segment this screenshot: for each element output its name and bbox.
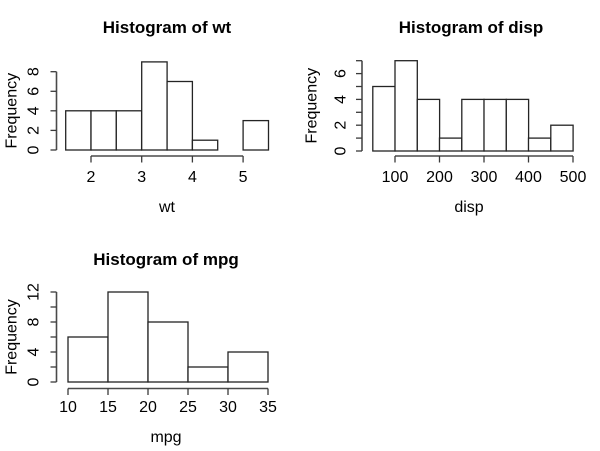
histogram-bar — [115, 110, 143, 151]
x-axis-label: disp — [454, 199, 483, 216]
x-tick-label: 35 — [259, 399, 277, 416]
x-tick-label: 200 — [426, 169, 453, 186]
histogram-bar — [65, 110, 92, 151]
x-tick-label: 400 — [515, 169, 542, 186]
histogram-bar — [191, 139, 219, 151]
y-tick-label: 12 — [26, 283, 43, 301]
x-tick-label: 25 — [179, 399, 197, 416]
histogram-panel-disp: 0 2 4 6 100 200 300 400 500 Histogram of disp disp… — [304, 18, 587, 216]
histogram-bar — [67, 336, 109, 383]
histogram-bar — [90, 110, 117, 151]
y-axis-label: Frequency — [4, 73, 21, 149]
histogram-bar — [416, 98, 441, 152]
x-tick-label: 500 — [560, 169, 587, 186]
histogram-bar — [242, 119, 270, 151]
histogram-bar — [166, 80, 194, 151]
x-tick-label: 20 — [139, 399, 157, 416]
y-tick-label: 0 — [333, 146, 350, 155]
x-tick-label: 100 — [382, 169, 409, 186]
y-tick-label: 6 — [26, 87, 43, 96]
histogram-bar — [461, 98, 485, 152]
y-axis-label: Frequency — [304, 68, 321, 144]
histogram-panel-wt: 0 2 4 6 8 2 3 4 5 Histogram of wt wt Frequency — [4, 18, 270, 216]
x-axis-label: mpg — [150, 429, 181, 446]
y-tick-label: 4 — [26, 106, 43, 115]
y-tick-label: 4 — [26, 347, 43, 356]
y-tick-label: 0 — [26, 145, 43, 154]
y-tick-label: 8 — [26, 317, 43, 326]
histogram-bar — [141, 61, 168, 151]
y-tick-label: 8 — [26, 67, 43, 76]
y-tick-label: 2 — [26, 126, 43, 135]
panel-title: Histogram of mpg — [93, 250, 238, 269]
histogram-bar — [483, 98, 507, 152]
y-tick-label: 0 — [26, 377, 43, 386]
x-tick-label: 10 — [59, 399, 77, 416]
histogram-bar — [227, 351, 269, 383]
histogram-bar — [550, 124, 574, 152]
histogram-panel-mpg: 0 4 8 12 10 15 20 25 30 35 Histogram of mpg mpg Freq… — [4, 250, 278, 446]
y-tick-label: 2 — [333, 121, 350, 130]
panel-title: Histogram of disp — [399, 18, 544, 37]
x-axis-label: wt — [158, 199, 176, 216]
panel-title: Histogram of wt — [103, 18, 232, 37]
y-axis-label: Frequency — [4, 299, 21, 375]
x-tick-label: 30 — [219, 399, 237, 416]
histogram-bar — [147, 321, 189, 383]
histogram-bar — [527, 137, 552, 152]
histogram-bar — [505, 98, 530, 152]
histogram-bar — [187, 366, 229, 383]
histogram-bar — [438, 137, 463, 152]
y-tick-label: 6 — [333, 69, 350, 78]
y-tick-label: 4 — [333, 95, 350, 104]
histogram-bar — [372, 85, 396, 152]
histogram-bar — [107, 291, 149, 383]
x-tick-label: 4 — [188, 169, 197, 186]
x-tick-label: 15 — [99, 399, 117, 416]
x-tick-label: 300 — [471, 169, 498, 186]
histogram-bar — [394, 60, 418, 152]
x-tick-label: 3 — [137, 169, 146, 186]
x-tick-label: 5 — [239, 169, 248, 186]
x-tick-label: 2 — [87, 169, 96, 186]
